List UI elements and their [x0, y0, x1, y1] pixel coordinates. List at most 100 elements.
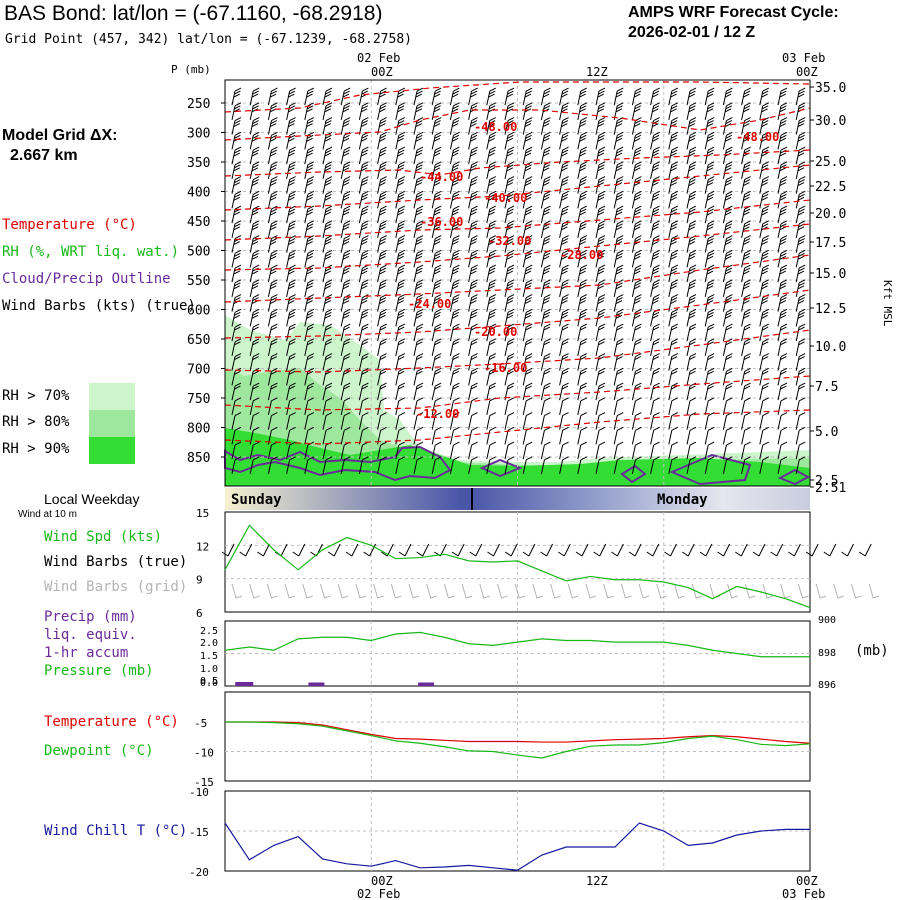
- wind-barb: [231, 382, 242, 401]
- wind-barb: [304, 131, 315, 150]
- height-tick-label: 2.51: [815, 481, 846, 496]
- wind-barb: [650, 176, 660, 194]
- wind-barb: [249, 338, 260, 356]
- wind-barb: [795, 87, 806, 106]
- wind-barb: [413, 249, 424, 268]
- wind-barb: [358, 220, 369, 238]
- wind-barb: [795, 279, 806, 297]
- wind-barb: [249, 353, 260, 371]
- wind-barb: [486, 338, 497, 356]
- wind-barb: [613, 87, 624, 106]
- wind-barb: [486, 323, 497, 342]
- wind-barb: [559, 249, 569, 268]
- wind-barb: [340, 294, 351, 312]
- wind-barbs-grid-row: [231, 583, 880, 599]
- wind-barb: [249, 441, 260, 460]
- wind-barb: [595, 441, 606, 460]
- wind-barb: [340, 382, 351, 401]
- wind-barb: [486, 146, 497, 165]
- wind-barb: [358, 456, 369, 474]
- temperature-contour-label: -48.00: [474, 120, 517, 134]
- wind-barb: [741, 367, 751, 386]
- wind-barb: [358, 102, 369, 120]
- wind-barb: [449, 220, 460, 238]
- wind-barb: [650, 146, 660, 165]
- wind-barb: [304, 87, 315, 106]
- wind-barb: [741, 131, 751, 150]
- pressure-tick-label: 650: [187, 333, 210, 348]
- wind-barb: [613, 382, 624, 401]
- wind-barb: [631, 190, 642, 209]
- wind-barb: [249, 117, 260, 135]
- wind-barb: [595, 220, 606, 238]
- wind-barb: [777, 441, 788, 460]
- wind-barb: [577, 323, 588, 342]
- wind-barb: [231, 338, 242, 356]
- wind-barb: [577, 294, 588, 312]
- wind-barb: [650, 249, 660, 268]
- wind-barb: [340, 190, 351, 209]
- wind-barb: [413, 308, 424, 327]
- wind-barb: [377, 131, 387, 150]
- wind-barb: [613, 367, 624, 386]
- wind-barb: [340, 338, 351, 356]
- precip-tick-label: 0.5: [200, 676, 218, 687]
- wind-barb: [322, 176, 333, 194]
- wind-barb: [631, 102, 642, 120]
- legend-temperature-2: Temperature (°C): [44, 714, 179, 730]
- wind-barb: [777, 249, 788, 268]
- wind-barb: [486, 190, 497, 209]
- temperature-contour-label: -40.00: [484, 191, 527, 205]
- temperature-contour: [224, 289, 811, 339]
- wind-barb: [631, 338, 642, 356]
- wind-speed-line: [224, 524, 811, 609]
- temperature-contour: [224, 375, 811, 411]
- wind-barb: [704, 87, 715, 106]
- wind-barb: [668, 382, 679, 401]
- wind-barb: [377, 456, 387, 474]
- day-label-sunday: Sunday: [231, 492, 282, 508]
- wind-barb: [304, 294, 315, 312]
- wind-barb: [286, 456, 296, 474]
- wind-barb: [395, 456, 406, 474]
- wind-barb: [468, 146, 478, 165]
- wind-barb: [704, 323, 715, 342]
- wind-barb: [559, 161, 569, 179]
- wind-barb: [577, 264, 588, 283]
- wind-barb: [468, 426, 478, 445]
- windchill-tick-label: -10: [189, 786, 209, 799]
- wind-barb: [358, 161, 369, 179]
- wind-barb: [395, 353, 406, 371]
- wind-barb: [468, 294, 478, 312]
- wind-barb: [559, 131, 569, 150]
- wind-barb: [559, 397, 569, 415]
- wind-barb: [759, 161, 770, 179]
- wind-barb: [231, 279, 242, 297]
- wind-barb: [577, 190, 588, 209]
- wind-barb: [577, 412, 588, 430]
- wind-barb: [395, 146, 406, 165]
- wind-barb: [613, 264, 624, 283]
- wind-barb: [722, 397, 733, 415]
- wind-barb: [267, 264, 278, 283]
- wind-barb: [286, 190, 296, 209]
- wind-barb: [413, 338, 424, 356]
- wind-barb: [449, 102, 460, 120]
- wind-barb: [358, 338, 369, 356]
- wind-barb: [449, 367, 460, 386]
- height-tick-label: 7.5: [815, 380, 838, 395]
- cloud-outline-east-1: [620, 464, 647, 484]
- wind-barb: [486, 220, 497, 238]
- wind-barb: [504, 146, 515, 165]
- wind-barb: [304, 323, 315, 342]
- wind-barb: [577, 367, 588, 386]
- wind-barb: [358, 249, 369, 268]
- wind-barb: [741, 308, 751, 327]
- wind-barb: [540, 353, 551, 371]
- wind-barb: [340, 161, 351, 179]
- wind-barb: [340, 146, 351, 165]
- wind-barb: [249, 426, 260, 445]
- wind-barb: [322, 87, 333, 106]
- wind-barb: [631, 323, 642, 342]
- wind-barb: [741, 205, 751, 224]
